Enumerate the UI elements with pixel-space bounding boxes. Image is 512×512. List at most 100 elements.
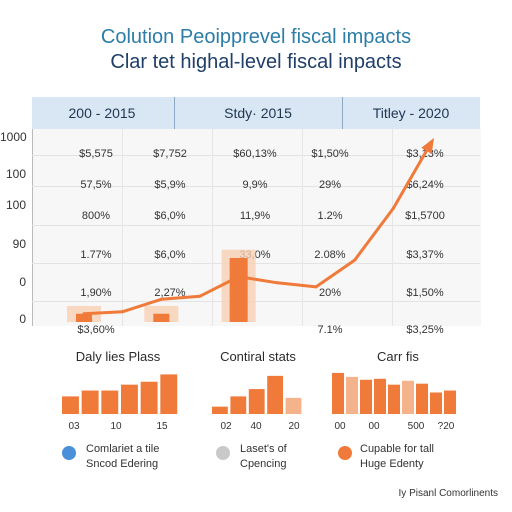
data-point bbox=[159, 297, 163, 301]
x-tick-label: 02 bbox=[220, 421, 232, 432]
table-cell: 29% bbox=[318, 179, 342, 191]
data-point bbox=[430, 139, 434, 143]
subchart-title-1: Daly lies Plass bbox=[75, 349, 161, 364]
x-tick-label: 10 bbox=[110, 421, 122, 432]
table-cell: 57,5% bbox=[80, 179, 112, 191]
table-cell: $1,50% bbox=[406, 287, 444, 299]
legend-item-2: Laset's of Cpencing bbox=[240, 442, 287, 472]
bar bbox=[388, 384, 401, 414]
data-point bbox=[275, 281, 279, 285]
bar bbox=[360, 379, 373, 414]
table-cell: $5,9% bbox=[154, 179, 186, 191]
bar bbox=[430, 392, 443, 414]
bar bbox=[416, 383, 429, 414]
footer-credit: Iy Pisanl Comorlinents bbox=[398, 488, 498, 499]
data-point bbox=[198, 294, 202, 298]
x-tick-label: 20 bbox=[288, 421, 300, 432]
data-point bbox=[353, 258, 357, 262]
table-cell: $3,25% bbox=[406, 324, 444, 336]
series-line bbox=[83, 140, 434, 316]
header-cell-1: 200 - 2015 bbox=[68, 105, 136, 121]
data-point bbox=[121, 310, 125, 314]
subchart-title-3: Carr fis bbox=[377, 349, 419, 364]
header-divider bbox=[174, 97, 175, 129]
x-tick-label: 00 bbox=[368, 421, 380, 432]
y-tick-label: 0 bbox=[19, 312, 26, 326]
bar bbox=[230, 396, 247, 414]
legend-text: Cupable for tall Huge Edenty bbox=[360, 443, 434, 470]
table-cell: $6,0% bbox=[154, 249, 186, 261]
table-cell: 1.2% bbox=[317, 210, 343, 222]
y-tick-label: 100 bbox=[5, 198, 26, 212]
legend-item-3: Cupable for tall Huge Edenty bbox=[360, 442, 434, 472]
table-cell: $3,37% bbox=[406, 249, 444, 261]
table-cell: $5,575 bbox=[79, 148, 113, 160]
x-tick-label: 40 bbox=[250, 421, 262, 432]
bar bbox=[285, 397, 302, 414]
bar bbox=[121, 384, 138, 414]
y-tick-label: 100 bbox=[5, 167, 26, 181]
table-cell: 20% bbox=[318, 287, 342, 299]
data-point bbox=[237, 275, 241, 279]
bar bbox=[101, 390, 119, 414]
table-cell: 11,9% bbox=[239, 210, 271, 222]
bar bbox=[346, 376, 359, 414]
header-cell-3: Titley - 2020 bbox=[372, 105, 450, 121]
table-cell: $3,60% bbox=[77, 324, 115, 336]
bar bbox=[332, 372, 345, 414]
bar bbox=[212, 406, 228, 414]
table-cell: $1,5700 bbox=[405, 210, 445, 222]
table-cell: 9,9% bbox=[242, 179, 268, 191]
y-tick-label: 90 bbox=[12, 237, 26, 251]
bar bbox=[402, 380, 415, 414]
bar bbox=[140, 381, 158, 414]
bar bbox=[62, 396, 79, 414]
header-divider bbox=[342, 97, 343, 129]
bar bbox=[160, 374, 178, 414]
table-cell: $60,13% bbox=[233, 148, 277, 160]
subchart-title-2: Contiral stats bbox=[220, 349, 296, 364]
grid-line bbox=[392, 129, 393, 326]
bar bbox=[248, 389, 265, 414]
y-tick-label: 0 bbox=[19, 275, 26, 289]
grid-line bbox=[302, 129, 303, 326]
data-point bbox=[314, 285, 318, 289]
grid-line bbox=[122, 129, 123, 326]
legend-item-1: Comlariet a tile Sncod Edering bbox=[86, 442, 159, 472]
table-cell: 2,27% bbox=[154, 287, 186, 299]
data-point bbox=[82, 312, 86, 316]
grid-line bbox=[32, 155, 480, 156]
legend-dot-gray bbox=[216, 446, 230, 460]
table-cell: $6,24% bbox=[406, 179, 444, 191]
grid-line bbox=[212, 129, 213, 326]
x-tick-label: 15 bbox=[156, 421, 168, 432]
legend-text: Laset's of Cpencing bbox=[240, 443, 287, 470]
bar bbox=[374, 378, 387, 414]
grid-line bbox=[32, 225, 480, 226]
table-cell: 1.77% bbox=[80, 249, 112, 261]
bar bbox=[81, 390, 99, 414]
table-cell: $1,50% bbox=[311, 148, 349, 160]
x-tick-label: ?20 bbox=[437, 421, 455, 432]
grid-line bbox=[32, 263, 480, 264]
table-body bbox=[32, 129, 481, 326]
legend-dot-blue bbox=[62, 446, 76, 460]
table-cell: 1,90% bbox=[80, 287, 112, 299]
data-point bbox=[391, 206, 395, 210]
table-cell: 2.08% bbox=[314, 249, 346, 261]
chart-subtitle: Clar tet highal-level fiscal inpacts bbox=[110, 51, 402, 73]
grid-line bbox=[32, 301, 480, 302]
table-cell: 800% bbox=[81, 210, 111, 222]
bar bbox=[76, 313, 92, 322]
y-tick-label: 1000 bbox=[0, 130, 27, 144]
table-header: 200 - 2015 Stdy· 2015 Titley - 2020 bbox=[32, 97, 480, 129]
legend-dot-orange bbox=[338, 446, 352, 460]
bar bbox=[229, 257, 248, 322]
table-cell: $7,752 bbox=[153, 148, 187, 160]
x-tick-label: 03 bbox=[68, 421, 80, 432]
header-cell-2: Stdy· 2015 bbox=[224, 105, 292, 121]
bar bbox=[267, 375, 284, 414]
chart-title: Colution Peoipprevel fiscal impacts bbox=[100, 26, 412, 48]
table-cell: $6,0% bbox=[154, 210, 186, 222]
